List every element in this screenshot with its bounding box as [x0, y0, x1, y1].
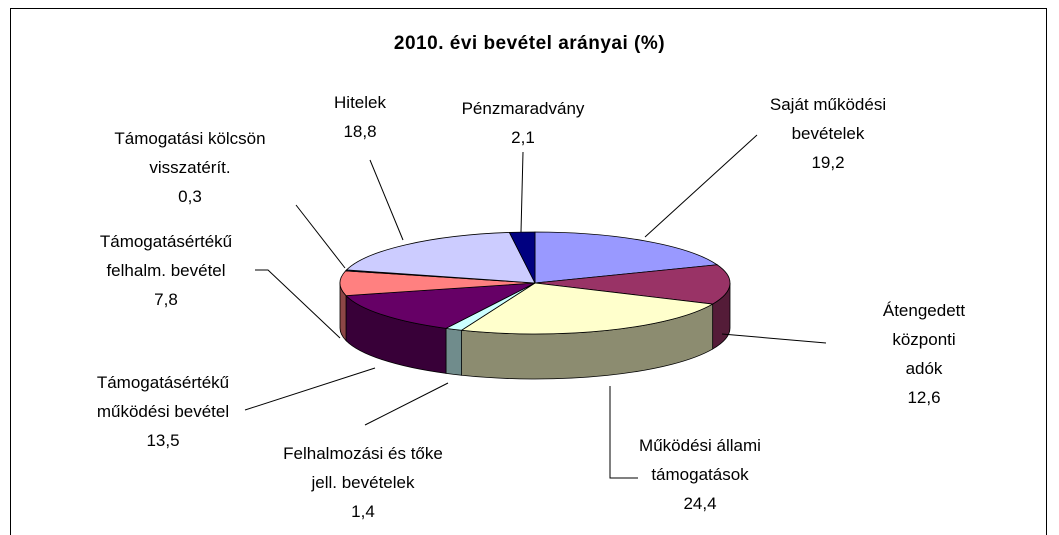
label-name: Átengedett központi adók — [882, 301, 966, 378]
pie-slice — [345, 282, 536, 329]
leader-line — [644, 134, 758, 238]
label-value: 0,3 — [178, 187, 202, 206]
label-value: 1,4 — [351, 502, 375, 521]
label-value: 24,4 — [683, 494, 717, 513]
pie-slice — [460, 282, 714, 335]
label-value: 18,8 — [343, 122, 377, 141]
pie-slice — [534, 231, 719, 284]
label-name: Felhalmozási és tőke jell. bevételek — [283, 444, 443, 492]
data-label: Pénzmaradvány 2,1 — [462, 94, 585, 152]
leader-line — [255, 269, 341, 339]
data-label: Átengedett központi adók 12,6 — [857, 296, 992, 412]
data-label: Támogatásértékű felhalm. bevétel 7,8 — [100, 227, 232, 314]
label-name: Támogatásértékű felhalm. bevétel — [99, 232, 233, 280]
label-name: Saját működési bevételek — [769, 95, 887, 143]
leader-line — [721, 333, 827, 344]
label-name: Működési állami támogatások — [639, 436, 761, 484]
label-value: 13,5 — [146, 431, 180, 450]
leader-line — [369, 159, 404, 241]
leader-line — [520, 151, 524, 233]
label-value: 12,6 — [907, 388, 941, 407]
chart-title: 2010. évi bevétel arányai (%) — [393, 33, 666, 54]
pie-slice — [534, 264, 731, 305]
label-value: 7,8 — [154, 290, 178, 309]
chart-frame — [10, 8, 1047, 535]
data-label: Saját működési bevételek 19,2 — [770, 90, 886, 177]
pie-slice — [345, 232, 536, 284]
data-label: Támogatásértékű működési bevétel 13,5 — [97, 368, 229, 455]
label-name: Hitelek — [334, 93, 386, 112]
data-label: Hitelek 18,8 — [334, 88, 386, 146]
label-name: Pénzmaradvány — [461, 99, 585, 118]
label-name: Támogatási kölcsön visszatérít. — [114, 129, 266, 177]
leader-line — [295, 204, 346, 269]
pie-slice — [508, 231, 536, 284]
label-value: 19,2 — [811, 153, 845, 172]
pie-side — [445, 327, 462, 376]
leader-line — [609, 386, 638, 479]
pie-slice — [339, 270, 536, 297]
leader-line — [244, 367, 376, 411]
data-label: Felhalmozási és tőke jell. bevételek 1,4 — [283, 439, 443, 526]
label-name: Támogatásértékű működési bevétel — [96, 373, 230, 421]
leader-line — [364, 382, 449, 426]
data-label: Működési állami támogatások 24,4 — [639, 431, 761, 518]
data-label: Támogatási kölcsön visszatérít. 0,3 — [114, 124, 265, 211]
label-value: 2,1 — [511, 128, 535, 147]
